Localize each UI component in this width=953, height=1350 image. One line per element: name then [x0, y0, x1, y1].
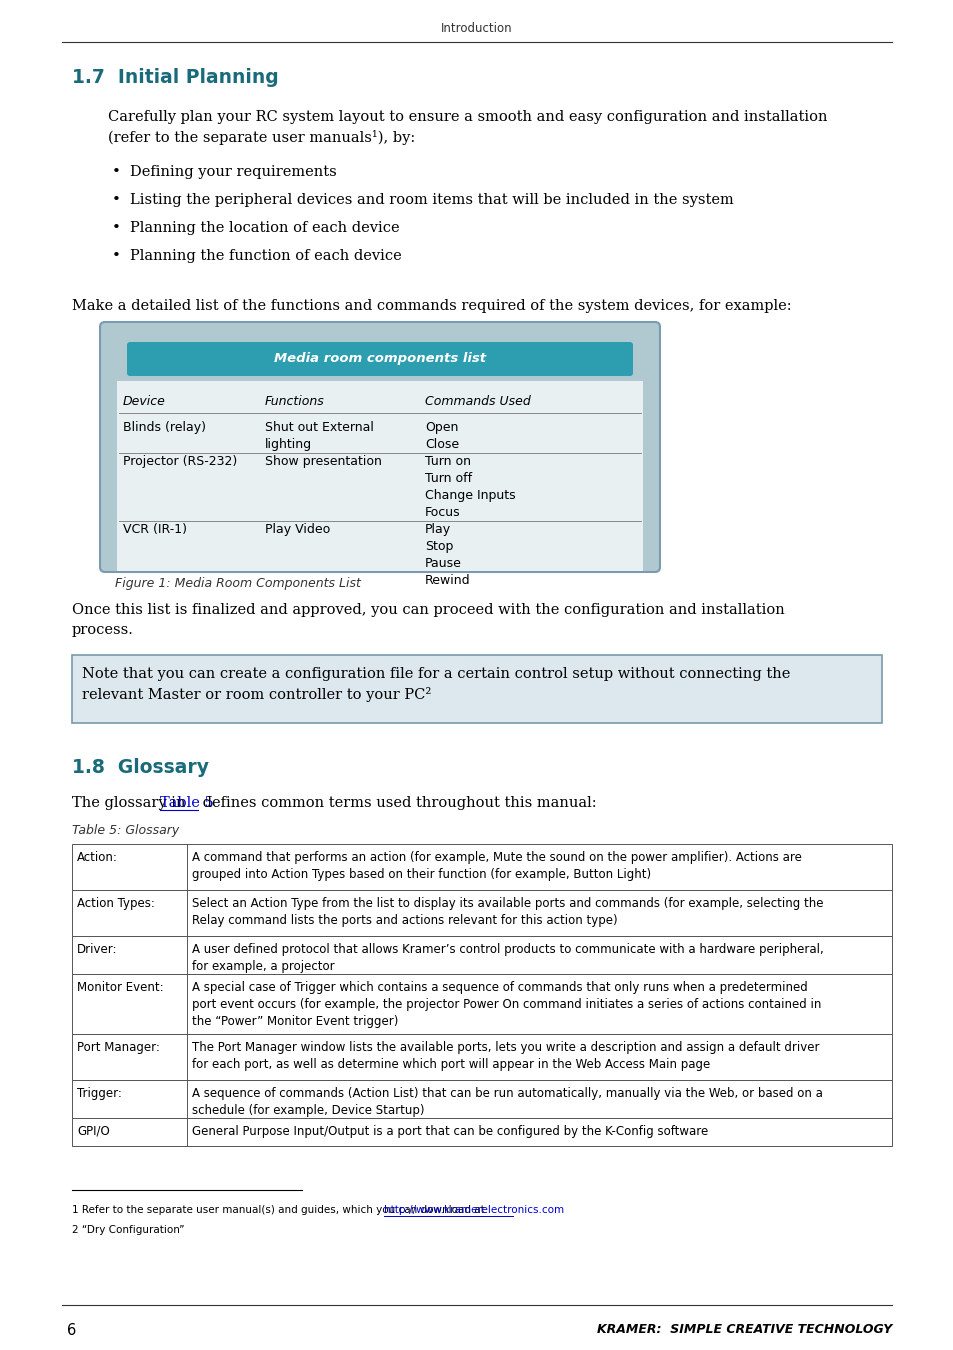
Text: Change Inputs: Change Inputs [424, 489, 515, 502]
Text: •: • [112, 248, 120, 263]
Text: Monitor Event:: Monitor Event: [77, 981, 164, 994]
Text: Media room components list: Media room components list [274, 352, 485, 366]
Text: Once this list is finalized and approved, you can proceed with the configuration: Once this list is finalized and approved… [71, 603, 784, 617]
Text: relevant Master or room controller to your PC²: relevant Master or room controller to yo… [82, 687, 431, 702]
Bar [71, 936, 891, 973]
Text: Planning the location of each device: Planning the location of each device [130, 221, 399, 235]
Text: Device: Device [123, 396, 166, 408]
Text: the “Power” Monitor Event trigger): the “Power” Monitor Event trigger) [192, 1015, 398, 1027]
Text: Select an Action Type from the list to display its available ports and commands : Select an Action Type from the list to d… [192, 896, 822, 910]
Text: •: • [112, 221, 120, 235]
Bar [71, 844, 891, 890]
Text: Pause: Pause [424, 558, 461, 570]
Text: A user defined protocol that allows Kramer’s control products to communicate wit: A user defined protocol that allows Kram… [192, 944, 822, 956]
Text: The Port Manager window lists the available ports, lets you write a description : The Port Manager window lists the availa… [192, 1041, 819, 1054]
Text: GPI/O: GPI/O [77, 1125, 110, 1138]
Text: Focus: Focus [424, 506, 460, 518]
Text: 1.8  Glossary: 1.8 Glossary [71, 757, 209, 778]
Text: Stop: Stop [424, 540, 453, 553]
Text: Shut out External: Shut out External [265, 421, 374, 433]
Text: Turn on: Turn on [424, 455, 471, 468]
Text: for each port, as well as determine which port will appear in the Web Access Mai: for each port, as well as determine whic… [192, 1058, 709, 1071]
Text: General Purpose Input/Output is a port that can be configured by the K-Config so: General Purpose Input/Output is a port t… [192, 1125, 707, 1138]
Text: KRAMER:  SIMPLE CREATIVE TECHNOLOGY: KRAMER: SIMPLE CREATIVE TECHNOLOGY [597, 1323, 891, 1336]
Text: Play Video: Play Video [265, 522, 330, 536]
Text: Table 5: Glossary: Table 5: Glossary [71, 824, 179, 837]
Text: Make a detailed list of the functions and commands required of the system device: Make a detailed list of the functions an… [71, 298, 791, 313]
Text: grouped into Action Types based on their function (for example, Button Light): grouped into Action Types based on their… [192, 868, 651, 882]
Text: Driver:: Driver: [77, 944, 117, 956]
Text: schedule (for example, Device Startup): schedule (for example, Device Startup) [192, 1104, 424, 1116]
Bar [71, 1034, 891, 1080]
Text: Introduction: Introduction [440, 22, 513, 35]
Text: •: • [112, 193, 120, 207]
Text: Listing the peripheral devices and room items that will be included in the syste: Listing the peripheral devices and room … [130, 193, 733, 207]
Text: Show presentation: Show presentation [265, 455, 381, 468]
Text: defines common terms used throughout this manual:: defines common terms used throughout thi… [198, 796, 597, 810]
Text: Close: Close [424, 437, 458, 451]
Text: (refer to the separate user manuals¹), by:: (refer to the separate user manuals¹), b… [108, 130, 415, 144]
FancyBboxPatch shape [127, 342, 633, 377]
Text: Projector (RS-232): Projector (RS-232) [123, 455, 237, 468]
Text: Play: Play [424, 522, 451, 536]
Text: Figure 1: Media Room Components List: Figure 1: Media Room Components List [115, 576, 360, 590]
Text: Defining your requirements: Defining your requirements [130, 165, 336, 180]
Text: Carefully plan your RC system layout to ensure a smooth and easy configuration a: Carefully plan your RC system layout to … [108, 109, 826, 124]
Text: Relay command lists the ports and actions relevant for this action type): Relay command lists the ports and action… [192, 914, 617, 927]
Text: A command that performs an action (for example, Mute the sound on the power ampl: A command that performs an action (for e… [192, 850, 801, 864]
Text: Table 5: Table 5 [160, 796, 213, 810]
Text: •: • [112, 165, 120, 180]
Text: 2 “Dry Configuration”: 2 “Dry Configuration” [71, 1224, 184, 1235]
Text: http://www.kramerelectronics.com: http://www.kramerelectronics.com [383, 1206, 563, 1215]
Text: Functions: Functions [265, 396, 324, 408]
Bar [117, 381, 642, 571]
Bar [71, 1080, 891, 1118]
Text: Open: Open [424, 421, 457, 433]
Text: A sequence of commands (Action List) that can be run automatically, manually via: A sequence of commands (Action List) tha… [192, 1087, 822, 1100]
Text: 1.7  Initial Planning: 1.7 Initial Planning [71, 68, 278, 86]
Text: Action Types:: Action Types: [77, 896, 154, 910]
Bar [71, 1118, 891, 1146]
Text: A special case of Trigger which contains a sequence of commands that only runs w: A special case of Trigger which contains… [192, 981, 807, 994]
Text: Port Manager:: Port Manager: [77, 1041, 160, 1054]
Text: Blinds (relay): Blinds (relay) [123, 421, 206, 433]
Text: 6: 6 [67, 1323, 76, 1338]
Text: Planning the function of each device: Planning the function of each device [130, 248, 401, 263]
Text: Turn off: Turn off [424, 472, 472, 485]
Text: Note that you can create a configuration file for a certain control setup withou: Note that you can create a configuration… [82, 667, 789, 680]
Bar [71, 973, 891, 1034]
Text: Rewind: Rewind [424, 574, 470, 587]
Text: port event occurs (for example, the projector Power On command initiates a serie: port event occurs (for example, the proj… [192, 998, 821, 1011]
Bar [71, 655, 882, 724]
Text: process.: process. [71, 622, 133, 637]
FancyBboxPatch shape [100, 323, 659, 572]
Text: lighting: lighting [265, 437, 312, 451]
Text: The glossary in: The glossary in [71, 796, 190, 810]
Bar [71, 890, 891, 936]
Text: 1 Refer to the separate user manual(s) and guides, which you can download at: 1 Refer to the separate user manual(s) a… [71, 1206, 488, 1215]
Text: Commands Used: Commands Used [424, 396, 530, 408]
Text: for example, a projector: for example, a projector [192, 960, 335, 973]
Text: VCR (IR-1): VCR (IR-1) [123, 522, 187, 536]
Text: Trigger:: Trigger: [77, 1087, 122, 1100]
Text: Action:: Action: [77, 850, 118, 864]
